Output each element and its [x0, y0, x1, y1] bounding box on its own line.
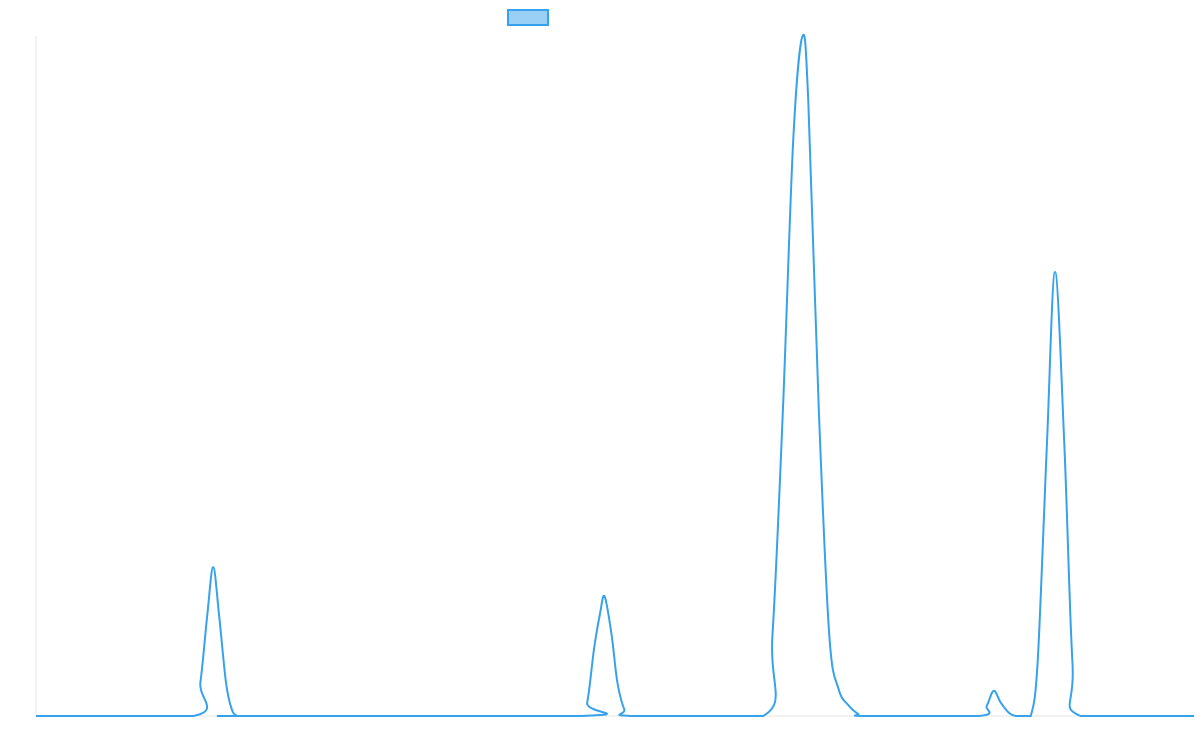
- series-line-1: [36, 33, 1194, 718]
- legend-swatch: [507, 9, 549, 26]
